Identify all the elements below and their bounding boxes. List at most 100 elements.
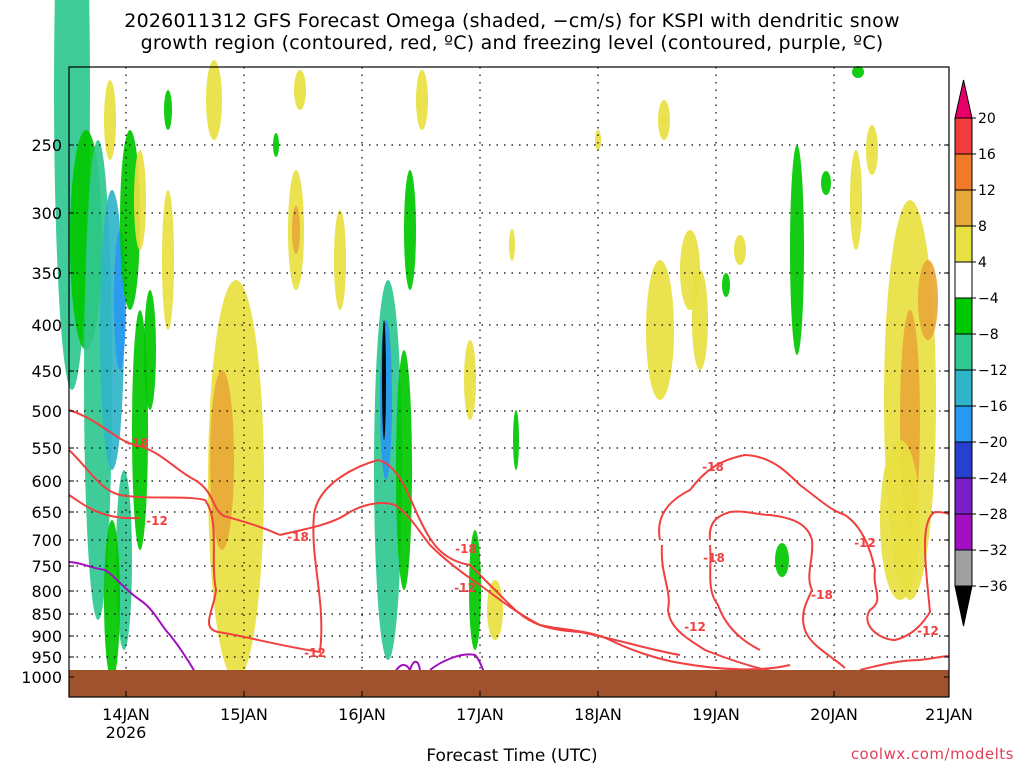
omega-blob-11 (134, 150, 146, 250)
colorbar-label-0: 20 (978, 111, 996, 127)
omega-blob-8 (116, 470, 132, 650)
snow-growth-contour-5 (658, 453, 950, 642)
plot-frame (68, 66, 950, 698)
chart-subtitle: growth region (contoured, red, ºC) and f… (140, 32, 884, 54)
temperature-contours (68, 409, 950, 676)
colorbar-box-7 (954, 333, 973, 371)
colorbar-box-12 (954, 513, 973, 551)
omega-blob-12 (162, 190, 174, 330)
colorbar-box-9 (954, 405, 973, 443)
omega-blob-45 (658, 100, 670, 140)
y-tick-label-450: 450 (31, 362, 62, 381)
omega-blob-46 (595, 130, 601, 150)
snow-growth-contour-4 (469, 564, 681, 656)
omega-blob-35 (790, 145, 804, 355)
snow-growth-contour-8 (709, 544, 761, 651)
omega-blob-22 (382, 320, 386, 440)
snow-growth-contour-7 (708, 510, 846, 669)
colorbar-box-6 (954, 297, 973, 335)
colorbar: 20 16 12 8 4 −4 −8 −12 −16 −20 −24 −28 −32 −36 (954, 79, 1008, 627)
y-tick-label-700: 700 (31, 531, 62, 550)
x-tick-label-20JAN: 20JAN (810, 705, 858, 724)
snow-growth-contour-0 (68, 409, 281, 536)
colorbar-label-11: −28 (978, 507, 1008, 523)
colorbar-arrow-bottom (954, 585, 973, 627)
omega-shading (54, 0, 938, 680)
omega-blob-23 (396, 350, 412, 590)
omega-blob-38 (866, 125, 878, 175)
contour-label-10: -18 (811, 588, 833, 602)
x-tick-label-21JAN: 21JAN (925, 705, 973, 724)
snow-growth-contour-6 (660, 544, 791, 676)
x-tick-label-19JAN: 19JAN (692, 705, 740, 724)
omega-blob-26 (464, 340, 476, 420)
x-tick-label-18JAN: 18JAN (574, 705, 622, 724)
omega-blob-43 (852, 66, 864, 78)
y-tick-label-900: 900 (31, 627, 62, 646)
omega-blob-47 (509, 229, 515, 261)
colorbar-box-8 (954, 369, 973, 407)
contour-labels: -18 -12 -18 -12 -18 -12 -18 -18 -12 -12 -18 -12 (127, 436, 939, 660)
omega-blob-10 (104, 80, 116, 160)
colorbar-box-10 (954, 441, 973, 479)
contour-label-8: -12 (684, 620, 706, 634)
colorbar-label-12: −32 (978, 543, 1008, 559)
colorbar-box-1 (954, 117, 973, 155)
chart-title: 2026011312 GFS Forecast Omega (shaded, −… (124, 10, 900, 32)
freezing-level-contour-2 (429, 653, 485, 673)
omega-blob-33 (734, 235, 746, 265)
y-tick-label-600: 600 (31, 472, 62, 491)
omega-blob-25 (416, 70, 428, 130)
grid-lines (69, 67, 949, 697)
omega-blob-30 (646, 260, 674, 400)
x-axis-label: Forecast Time (UTC) (426, 746, 598, 766)
colorbar-label-6: −8 (978, 327, 999, 343)
colorbar-box-13 (954, 549, 973, 587)
contour-label-9: -12 (854, 536, 876, 550)
y-tick-label-650: 650 (31, 503, 62, 522)
omega-blob-9 (104, 520, 120, 680)
omega-blob-29 (513, 410, 519, 470)
contour-label-6: -18 (702, 460, 724, 474)
colorbar-label-9: −20 (978, 435, 1008, 451)
colorbar-label-7: −12 (978, 363, 1008, 379)
omega-blob-17 (292, 206, 300, 254)
colorbar-label-13: −36 (978, 579, 1008, 595)
ground-layer (69, 670, 949, 697)
y-tick-label-1000: 1000 (21, 668, 62, 687)
omega-blob-41 (918, 260, 938, 340)
omega-blob-15 (206, 60, 222, 140)
colorbar-box-2 (954, 153, 973, 191)
snow-growth-contour-9 (859, 655, 950, 671)
contour-label-7: -18 (703, 551, 725, 565)
contour-label-4: -18 (455, 542, 477, 556)
y-tick-label-800: 800 (31, 582, 62, 601)
omega-blob-49 (164, 90, 172, 130)
freezing-level-contour-0 (68, 561, 196, 673)
colorbar-box-4 (954, 225, 973, 263)
y-tick-label-500: 500 (31, 402, 62, 421)
omega-blob-27 (469, 530, 481, 650)
colorbar-box-5 (954, 261, 973, 299)
colorbar-label-2: 12 (978, 183, 996, 199)
omega-blob-19 (334, 210, 346, 310)
omega-blob-32 (692, 270, 708, 370)
x-year-label: 2026 (106, 723, 147, 742)
snow-growth-contour-1 (68, 449, 471, 654)
omega-blob-21 (380, 320, 392, 480)
credit-link[interactable]: coolwx.com/modelts (850, 745, 1014, 763)
omega-blob-34 (722, 273, 730, 297)
y-tick-label-400: 400 (31, 316, 62, 335)
colorbar-label-1: 16 (978, 147, 996, 163)
x-tick-label-15JAN: 15JAN (220, 705, 268, 724)
colorbar-label-10: −24 (978, 471, 1008, 487)
snow-growth-contour-2 (68, 494, 141, 520)
contour-label-2: -18 (287, 530, 309, 544)
y-tick-label-250: 250 (31, 136, 62, 155)
omega-blob-18 (294, 70, 306, 110)
x-tick-label-16JAN: 16JAN (338, 705, 386, 724)
x-axis-ticks: 14JAN 15JAN 16JAN 17JAN 18JAN 19JAN 20JAN 21JAN… (102, 691, 973, 742)
colorbar-label-5: −4 (978, 291, 999, 307)
contour-label-5: -12 (454, 581, 476, 595)
